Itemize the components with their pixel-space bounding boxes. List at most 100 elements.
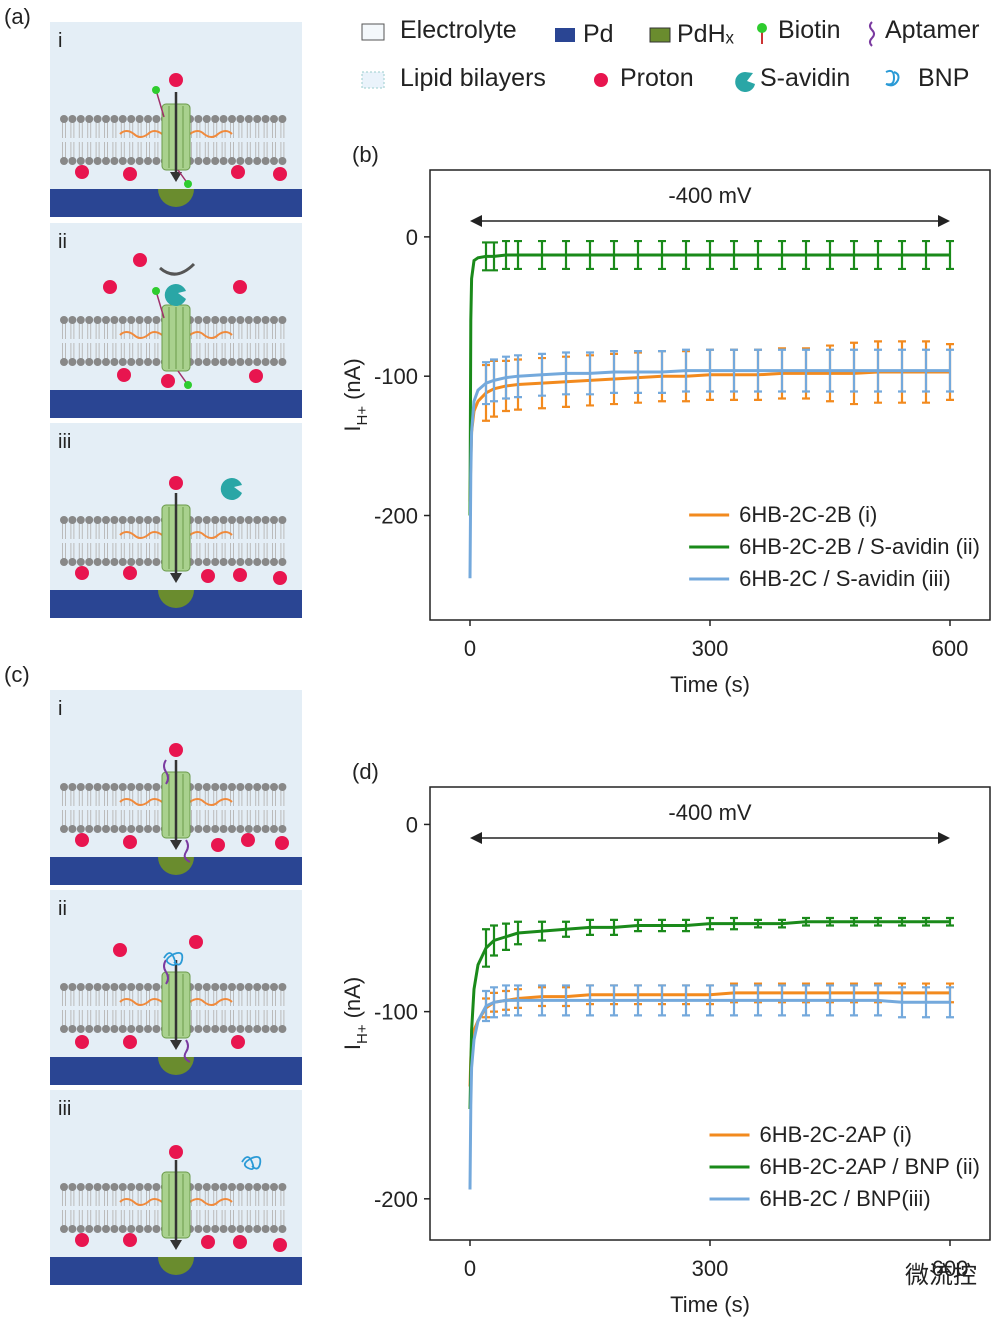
lipid-head [110,115,119,123]
lipid-tail [146,990,150,1026]
legend-icon [885,69,900,87]
lipid-head [244,1183,253,1191]
lipid-head [127,983,136,991]
lipid-tail [246,990,251,1026]
lipid-head [244,358,253,366]
lipid-head [202,825,211,833]
lipid-tail [112,523,117,559]
lipid-tail [280,122,285,158]
lipid-tail [62,122,66,158]
lipid-head [144,825,152,833]
lipid-tail [112,790,117,826]
lipid-head [110,316,119,324]
lipid-head [85,1025,94,1033]
y-axis-label: IH+ (nA) [340,358,371,431]
lipid-head [202,558,211,566]
lipid-head [60,558,68,566]
schematic: iii [50,423,302,618]
lipid-tail [204,990,209,1026]
lipid-head [194,1183,203,1191]
lipid-head [68,157,77,165]
lipid-head [118,1025,127,1033]
lipid-tail [204,523,209,559]
pdhx [158,857,194,875]
proton [201,569,215,583]
lipid-head [93,1183,102,1191]
lipid-head [135,1025,144,1033]
lipid-head [102,1225,110,1233]
lipid-tail [137,790,142,826]
proton [123,1035,137,1049]
lipid-head [261,157,270,165]
aptamer [163,759,191,863]
panel-label: (a) [4,4,31,29]
lipid-head [278,115,287,123]
proton [273,1238,287,1252]
lipid-tail [120,523,125,559]
lipid-head [76,558,85,566]
lipid-head [194,558,203,566]
biotin [152,287,160,295]
sub-label: iii [58,431,71,453]
lipid-head [152,783,161,791]
lipid-head [76,115,85,123]
proton [189,935,203,949]
schematic: ii [50,223,302,418]
lipid-head [219,558,228,566]
lipid-head [228,558,236,566]
lipid-head [60,157,68,165]
lipid-head [236,1183,245,1191]
lipid-tail [238,323,243,359]
lipid-head [76,983,85,991]
lipid-head [110,358,119,366]
proton [113,943,127,957]
lipid-head [202,1025,211,1033]
lipid-head [60,1183,68,1191]
lipid-tail [78,323,83,359]
lipid-tail [272,323,276,359]
lipid-tail [120,323,125,359]
lipid-head [68,825,77,833]
peptide [119,531,233,539]
lipid-tail [95,523,100,559]
lipid-head [85,783,94,791]
legend-label: Aptamer [885,16,979,44]
lipid-head [76,358,85,366]
lipid-head [118,157,127,165]
lipid-head [278,516,287,524]
lipid-head [135,358,144,366]
lipid-tail [238,990,243,1026]
lipid-head [202,1183,211,1191]
lipid-head [244,783,253,791]
proton [169,1145,183,1159]
sub-label: i [58,30,62,52]
legend-label: PdHₓ [677,20,735,48]
proton [123,566,137,580]
lipid-head [127,358,136,366]
schematic: i [50,22,302,217]
peptide [119,1198,233,1206]
lipid-head [219,783,228,791]
lipid-tail [213,122,218,158]
lipid-head [93,825,102,833]
sub-label: ii [58,231,67,253]
lipid-head [194,358,203,366]
lipid-head [93,157,102,165]
annotation: -400 mV [668,183,751,208]
lipid-tail [104,523,108,559]
lipid-head [261,825,270,833]
lipid-head [135,316,144,324]
lipid-tail [246,790,251,826]
lipid-head [194,983,203,991]
lipid-head [68,1183,77,1191]
top-legend: Electrolyte Pd PdHₓ Biotin Aptamer Lipid… [361,16,979,92]
lipid-head [219,115,228,123]
lipid-head [202,783,211,791]
lipid-tail [263,790,268,826]
lipid-tail [129,122,134,158]
lipid-head [127,825,136,833]
proton [273,167,287,181]
proton [133,253,147,267]
lipid-tail [137,523,142,559]
flow-arrow-head [170,1040,182,1050]
